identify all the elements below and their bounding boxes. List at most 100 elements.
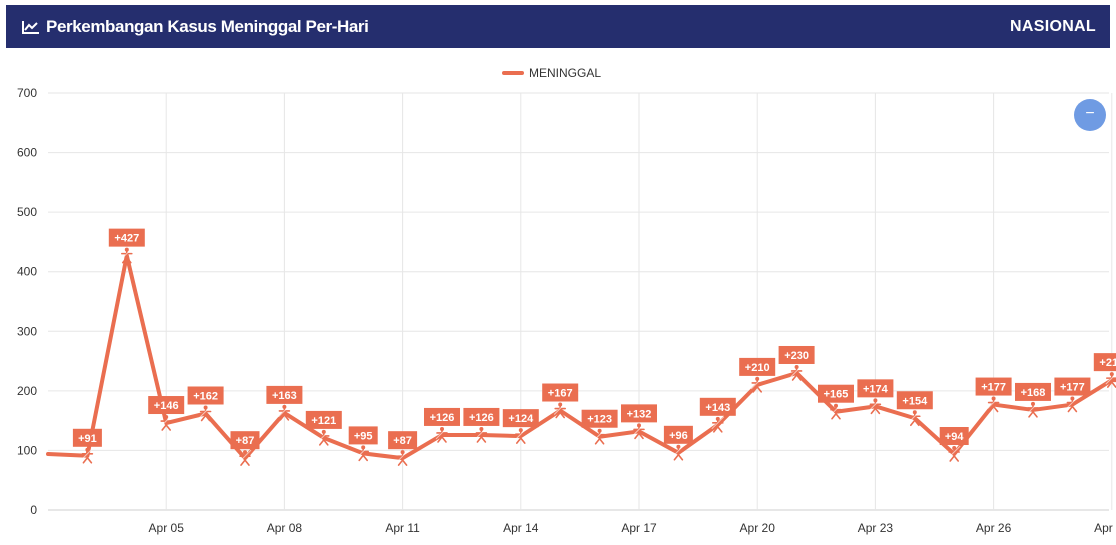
- data-label-box: [975, 377, 1012, 396]
- data-label: +230: [784, 350, 809, 362]
- data-label-box: [896, 391, 933, 410]
- data-label: +218: [1099, 357, 1116, 369]
- person-figure-icon: [317, 429, 331, 446]
- person-figure-icon: [553, 402, 567, 419]
- data-label: +143: [705, 402, 730, 414]
- data-label: +174: [863, 383, 889, 395]
- x-tick-label: Apr 26: [976, 521, 1012, 535]
- data-label: +168: [1021, 387, 1046, 399]
- data-label-box: [581, 409, 618, 428]
- data-label-box: [108, 228, 145, 247]
- y-tick-label: 0: [30, 503, 37, 517]
- data-label-box: [663, 425, 693, 444]
- data-label: +95: [354, 430, 373, 442]
- person-figure-icon: [199, 405, 212, 422]
- data-label: +427: [114, 233, 139, 245]
- data-label-box: [1054, 377, 1091, 396]
- person-figure-icon: [1026, 401, 1040, 418]
- person-figure-icon: [672, 444, 685, 461]
- data-label-box: [424, 407, 460, 426]
- person-figure-icon: [120, 247, 134, 264]
- y-tick-label: 100: [17, 443, 37, 457]
- data-label: +124: [508, 413, 534, 425]
- data-label-box: [502, 409, 539, 428]
- series-line: [46, 253, 1116, 461]
- data-label-box: [148, 396, 185, 415]
- x-tick-label: Apr 05: [149, 521, 185, 535]
- person-figure-icon: [396, 449, 409, 466]
- data-label: +121: [311, 415, 336, 427]
- x-tick-label: Apr 17: [621, 521, 657, 535]
- data-label-box: [388, 431, 418, 450]
- data-label-box: [621, 404, 657, 423]
- chart-title: Perkembangan Kasus Meninggal Per-Hari: [46, 16, 369, 36]
- data-label-box: [699, 397, 736, 416]
- chart-header: Perkembangan Kasus Meninggal Per-Hari NA…: [6, 5, 1110, 48]
- y-tick-label: 500: [17, 205, 37, 219]
- data-label: +126: [469, 412, 494, 424]
- person-figure-icon: [159, 414, 173, 431]
- person-figure-icon: [908, 409, 922, 427]
- data-label-box: [778, 345, 815, 364]
- x-tick-label: Apr 08: [267, 521, 303, 535]
- y-tick-label: 700: [17, 86, 37, 100]
- data-label: +126: [430, 412, 455, 424]
- data-label: +146: [154, 400, 179, 412]
- data-label: +167: [548, 388, 573, 400]
- data-label-box: [1015, 382, 1051, 401]
- person-figure-icon: [632, 423, 646, 440]
- legend[interactable]: MENINGGAL: [502, 66, 601, 80]
- data-label: +154: [902, 395, 928, 407]
- data-label-box: [818, 384, 854, 403]
- legend-swatch: [502, 71, 524, 75]
- y-tick-label: 600: [17, 146, 37, 160]
- data-label-box: [266, 385, 303, 404]
- data-label-box: [463, 407, 500, 426]
- person-figure-icon: [81, 447, 94, 464]
- person-figure-icon: [1105, 372, 1116, 388]
- person-figure-icon: [711, 416, 725, 433]
- zoom-out-button[interactable]: −: [1074, 99, 1106, 131]
- y-tick-label: 300: [17, 324, 37, 338]
- y-tick-label: 200: [17, 384, 37, 398]
- x-tick-label: Apr 14: [503, 521, 539, 535]
- data-label: +163: [272, 390, 297, 402]
- person-figure-icon: [593, 428, 606, 445]
- person-figure-icon: [514, 427, 528, 444]
- person-figure-icon: [278, 404, 291, 421]
- data-label: +87: [236, 435, 255, 447]
- data-label: +177: [981, 382, 1006, 394]
- data-label: +177: [1060, 382, 1085, 394]
- data-label: +162: [193, 390, 218, 402]
- data-label-box: [1093, 353, 1116, 372]
- legend-label: MENINGGAL: [529, 66, 602, 80]
- person-figure-icon: [750, 376, 764, 393]
- person-figure-icon: [356, 445, 370, 462]
- data-label-box: [857, 379, 894, 398]
- data-label-box: [72, 428, 102, 447]
- data-label: +132: [627, 408, 652, 420]
- person-figure-icon: [947, 445, 961, 462]
- scope-label: NASIONAL: [1010, 17, 1096, 35]
- x-tick-label: Apr 29: [1094, 521, 1116, 535]
- data-label-box: [542, 383, 579, 402]
- data-label-box: [739, 357, 776, 376]
- data-label: +165: [824, 389, 849, 401]
- data-label-box: [187, 386, 224, 405]
- person-figure-icon: [987, 396, 1000, 413]
- data-label-box: [305, 410, 342, 429]
- person-figure-icon: [475, 426, 488, 443]
- data-label-box: [348, 426, 378, 445]
- person-figure-icon: [238, 449, 252, 466]
- person-figure-icon: [829, 403, 843, 420]
- header-left: Perkembangan Kasus Meninggal Per-Hari: [22, 16, 369, 37]
- person-figure-icon: [1066, 396, 1079, 413]
- x-tick-label: Apr 23: [858, 521, 894, 535]
- x-tick-label: Apr 11: [385, 521, 420, 535]
- x-tick-label: Apr 20: [740, 521, 776, 535]
- line-chart-icon: [22, 20, 39, 34]
- data-label: +210: [745, 362, 770, 374]
- data-label: +87: [393, 435, 412, 447]
